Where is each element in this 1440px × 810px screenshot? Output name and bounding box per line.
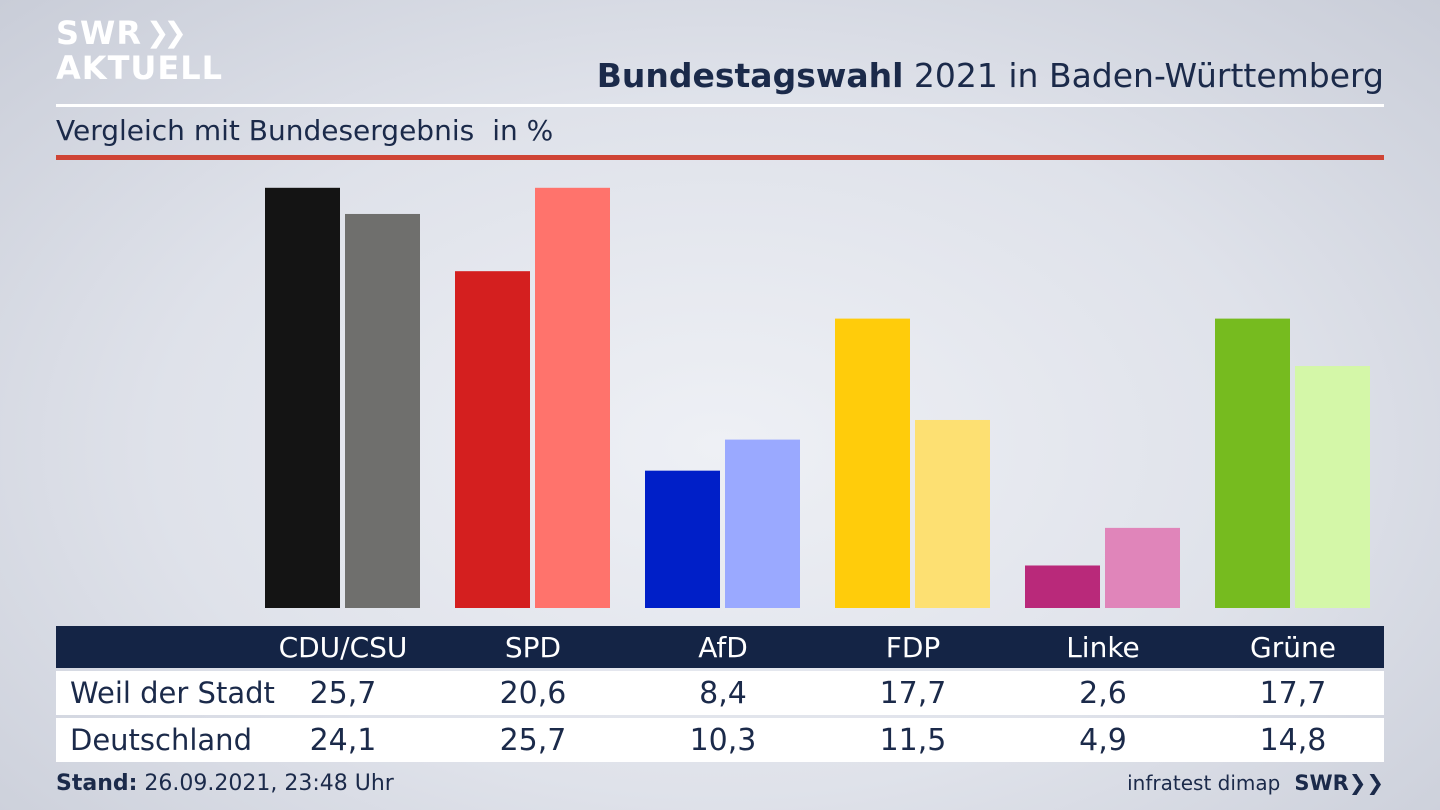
row-label: Deutschland (70, 723, 252, 757)
table-cell: 25,7 (499, 722, 567, 758)
table-cell: 14,8 (1259, 722, 1327, 758)
title-rest: 2021 in Baden-Württemberg (903, 56, 1384, 95)
table-cell: 17,7 (1259, 675, 1327, 711)
bar-spd-national (535, 187, 610, 608)
table-cell: 4,9 (1079, 722, 1127, 758)
stand-label: Stand: (56, 771, 138, 796)
source-text: infratest dimap (1127, 771, 1281, 795)
logo-aktuell-text: AKTUELL (56, 49, 224, 87)
double-chevron-icon: ❯❯ (145, 16, 187, 49)
table-cell: 17,7 (879, 675, 947, 711)
bar-fdp-national (915, 419, 990, 608)
bar-afd-local (645, 470, 720, 608)
column-header: Grüne (1250, 630, 1336, 664)
stand-timestamp: Stand: 26.09.2021, 23:48 Uhr (56, 771, 394, 796)
logo-swr-text: SWR (56, 14, 142, 52)
table-row: Deutschland 24,1 25,7 10,3 11,5 4,9 14,8 (56, 718, 1384, 762)
bar-linke-national (1105, 527, 1180, 608)
stand-value: 26.09.2021, 23:48 Uhr (137, 771, 394, 796)
title-bold: Bundestagswahl (596, 56, 904, 95)
swr-brand-text: SWR (1294, 771, 1349, 795)
bar-cdu-csu-local (265, 187, 340, 608)
table-row: Weil der Stadt 25,7 20,6 8,4 17,7 2,6 17,7 (56, 671, 1384, 715)
page-title: Bundestagswahl 2021 in Baden-Württemberg (597, 56, 1384, 95)
results-table: CDU/CSU SPD AfD FDP Linke Grüne Weil der Stad… (56, 626, 1384, 762)
bar-grüne-local (1215, 318, 1290, 608)
bar-afd-national (725, 439, 800, 608)
table-cell: 10,3 (689, 722, 757, 758)
table-cell: 11,5 (879, 722, 947, 758)
table-cell: 20,6 (499, 675, 567, 711)
table-header-row: CDU/CSU SPD AfD FDP Linke Grüne (56, 626, 1384, 668)
bar-fdp-local (835, 318, 910, 608)
chart-subtitle: Vergleich mit Bundesergebnis in % (56, 114, 553, 147)
column-header: AfD (698, 630, 748, 664)
subtitle-divider (56, 155, 1384, 160)
column-header: Linke (1066, 630, 1140, 664)
table-cell: 24,1 (309, 722, 377, 758)
swr-aktuell-logo: SWR ❯❯ AKTUELL (56, 16, 223, 86)
column-header: FDP (885, 630, 941, 664)
bar-linke-local (1025, 565, 1100, 608)
table-cell: 8,4 (699, 675, 747, 711)
bar-spd-local (455, 271, 530, 608)
title-divider (56, 104, 1384, 107)
swr-brand-logo: SWR❯❯ (1294, 771, 1384, 795)
bar-grüne-national (1295, 366, 1370, 608)
table-cell: 25,7 (309, 675, 377, 711)
column-header: SPD (504, 630, 562, 664)
source-credit: infratest dimap SWR❯❯ (1127, 771, 1384, 795)
row-label: Weil der Stadt (70, 676, 275, 710)
table-cell: 2,6 (1079, 675, 1127, 711)
subtitle-text: Vergleich mit Bundesergebnis (56, 114, 475, 147)
bar-cdu-csu-national (345, 213, 420, 608)
unit-label: in % (492, 114, 554, 147)
column-header: CDU/CSU (278, 630, 408, 664)
